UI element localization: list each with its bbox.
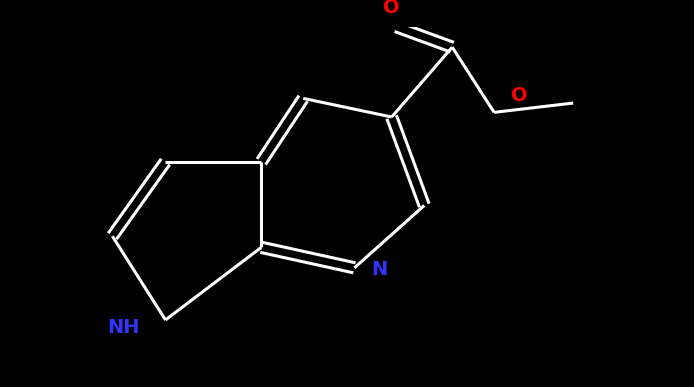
- Text: NH: NH: [107, 318, 139, 337]
- Text: N: N: [371, 260, 387, 279]
- Text: O: O: [383, 0, 400, 17]
- Text: O: O: [511, 86, 527, 105]
